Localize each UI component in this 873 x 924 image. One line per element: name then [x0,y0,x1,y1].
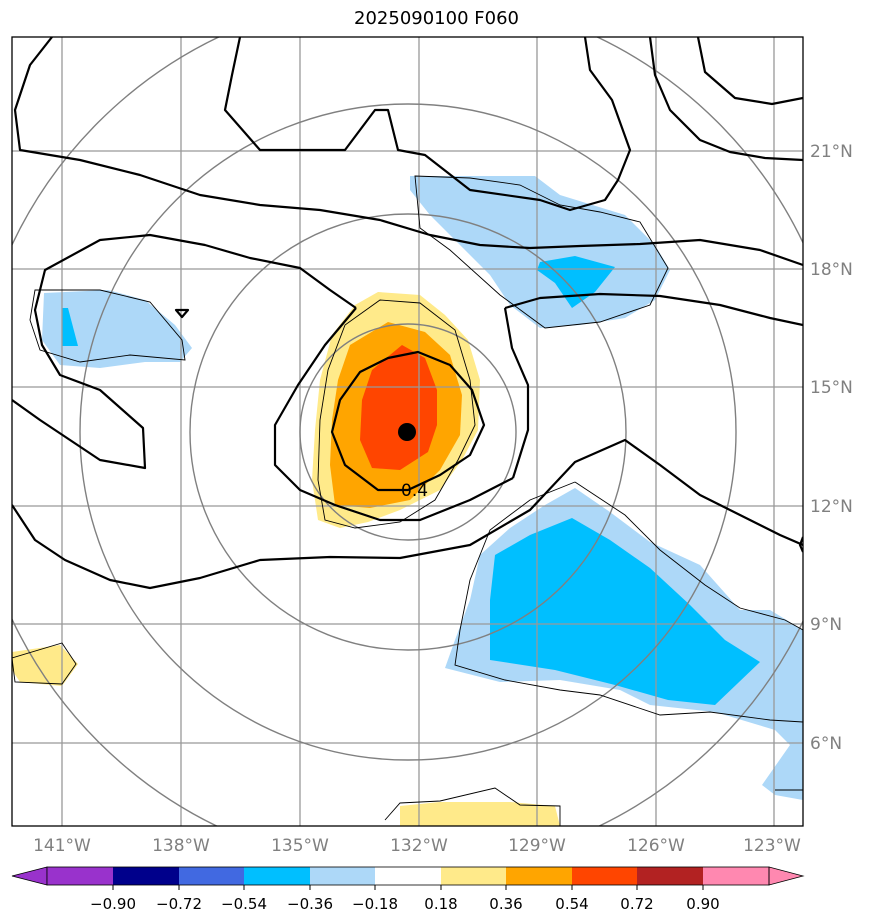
colorbar-ticks [112,885,704,890]
colorbar-tick-label: −0.72 [156,895,202,913]
colorbar-segment [572,867,637,885]
colorbar-segment [47,867,113,885]
colorbar-tick-label: −0.54 [221,895,267,913]
shade-red-center [360,345,437,470]
lat-label: 18°N [810,260,853,280]
lat-label: 6°N [810,734,842,754]
lon-label: 135°W [271,836,329,856]
colorbar-tick-label: −0.90 [90,895,136,913]
colorbar-segment [113,867,179,885]
contour-label: 0.4 [401,481,428,501]
shade-yellow-sw [12,645,78,686]
colorbar-segment [179,867,244,885]
shade-blue-w [62,308,78,346]
shaded-field [12,176,803,826]
lat-label: 15°N [810,378,853,398]
colorbar-segment [506,867,572,885]
colorbar-segment [310,867,375,885]
lat-label: 21°N [810,142,853,162]
lon-labels: 141°W 138°W 135°W 132°W 129°W 126°W 123°… [33,836,801,856]
lat-label: 9°N [810,615,842,635]
colorbar: −0.90 −0.72 −0.54 −0.36 −0.18 0.18 0.36 … [11,866,805,913]
lon-label: 138°W [152,836,210,856]
lat-labels: 21°N 18°N 15°N 12°N 9°N 6°N [810,142,853,754]
colorbar-tick-label: 0.90 [686,895,719,913]
shade-light-blue-ne [410,176,670,328]
colorbar-over-triangle [768,866,805,886]
lon-label: 126°W [627,836,685,856]
shade-yellow-s [400,802,560,826]
thin-contours [12,175,803,826]
lon-label: 129°W [508,836,566,856]
shade-light-blue-w [42,290,192,368]
lon-label: 132°W [390,836,448,856]
colorbar-tick-label: −0.18 [352,895,398,913]
colorbar-segment [441,867,506,885]
shade-blue-se [490,518,760,705]
colorbar-outline [46,866,770,886]
map-area [12,37,803,826]
colorbar-segment [244,867,310,885]
lon-label: 141°W [33,836,91,856]
colorbar-tick-label: 0.36 [489,895,522,913]
map-title: 2025090100 F060 [354,8,519,29]
colorbar-segment [375,867,441,885]
map-frame [11,36,804,827]
colorbar-tick-label: 0.72 [620,895,653,913]
range-rings [12,37,803,826]
colorbar-segment [637,867,703,885]
storm-center-marker [398,423,416,441]
colorbar-segment [703,867,769,885]
colorbar-tick-label: 0.18 [424,895,457,913]
lon-label: 123°W [743,836,801,856]
colorbar-tick-label: −0.36 [287,895,333,913]
thick-contours [12,37,803,590]
colorbar-under-triangle [11,866,48,886]
lat-label: 12°N [810,497,853,517]
colorbar-tick-label: 0.54 [555,895,588,913]
